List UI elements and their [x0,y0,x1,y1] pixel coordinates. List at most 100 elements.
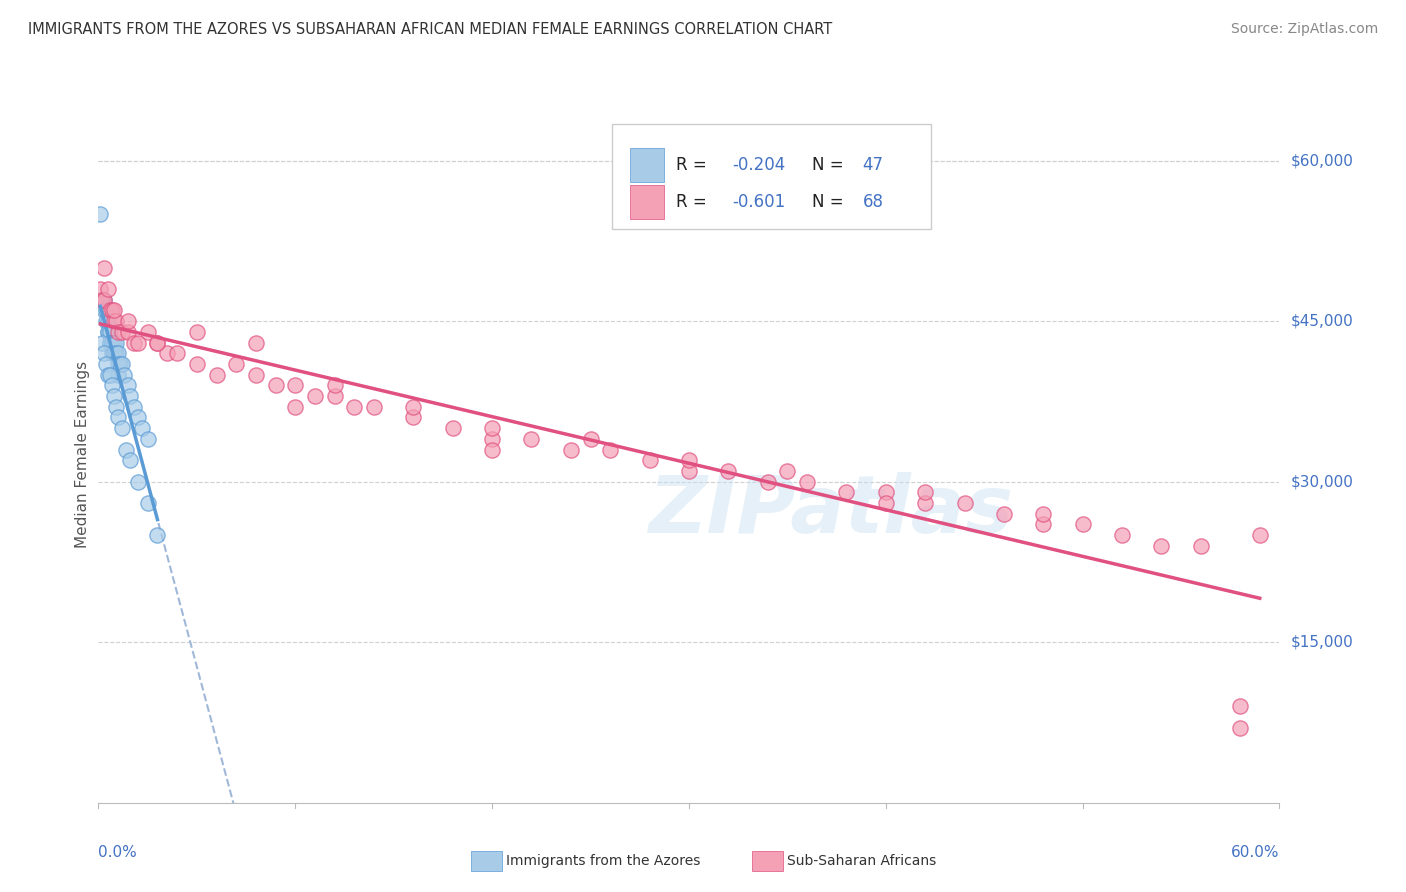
Point [101,335,124,350]
Point [304,389,326,403]
Point [107,410,129,425]
Point [284,400,307,414]
Point [98,325,121,339]
Point [112,368,135,382]
Point [107,346,129,360]
Point [323,378,346,392]
Point [166,346,188,360]
Point [101,303,124,318]
Point [103,346,125,360]
Point [560,442,582,457]
Text: -0.204: -0.204 [733,156,786,174]
Point [122,335,145,350]
Point [118,389,141,403]
Y-axis label: Median Female Earnings: Median Female Earnings [75,361,90,549]
Text: 47: 47 [862,156,883,174]
Point [1229,721,1251,735]
Text: 0.0%: 0.0% [98,845,138,860]
Point [98,335,121,350]
Point [96,314,118,328]
Point [156,346,179,360]
Point [579,432,602,446]
Point [107,325,129,339]
Point [1189,539,1212,553]
Point [97,325,120,339]
Text: R =: R = [676,156,711,174]
Point [93,303,115,318]
Point [520,432,543,446]
Point [91,293,114,307]
Point [115,442,138,457]
Point [91,335,114,350]
Point [98,335,121,350]
Point [93,346,115,360]
Point [105,400,128,414]
Text: R =: R = [676,193,711,211]
Text: Source: ZipAtlas.com: Source: ZipAtlas.com [1230,22,1378,37]
Point [875,485,897,500]
Point [835,485,858,500]
Point [127,475,149,489]
Point [111,325,134,339]
Point [186,357,208,371]
Point [122,400,145,414]
FancyBboxPatch shape [612,124,931,229]
Point [914,485,936,500]
Point [97,368,120,382]
Point [89,282,111,296]
Point [402,410,425,425]
Point [323,389,346,403]
Point [93,260,115,275]
Point [146,528,169,542]
Text: $15,000: $15,000 [1291,635,1354,649]
Text: $60,000: $60,000 [1291,153,1354,168]
Point [98,303,121,318]
Point [1150,539,1173,553]
Point [89,207,111,221]
Text: 68: 68 [862,193,883,211]
Point [98,368,121,382]
Point [117,325,139,339]
Point [111,421,134,435]
Text: N =: N = [811,156,849,174]
Point [796,475,818,489]
Point [756,475,779,489]
Point [107,368,129,382]
Point [245,335,267,350]
Point [599,442,621,457]
Text: 60.0%: 60.0% [1232,845,1279,860]
Point [146,335,169,350]
Point [441,421,464,435]
Point [914,496,936,510]
Text: $45,000: $45,000 [1291,314,1354,328]
FancyBboxPatch shape [630,148,664,182]
Point [103,389,125,403]
Point [117,378,139,392]
Point [131,421,153,435]
Text: Immigrants from the Azores: Immigrants from the Azores [506,854,700,868]
Point [717,464,740,478]
Point [117,314,139,328]
Point [91,293,114,307]
Point [481,432,503,446]
Point [481,421,503,435]
Point [127,335,149,350]
Point [96,357,118,371]
Point [343,400,366,414]
Point [136,325,159,339]
Point [205,368,228,382]
Point [1071,517,1094,532]
Point [105,346,128,360]
Point [93,293,115,307]
Point [638,453,661,467]
Point [103,335,125,350]
Text: ZIPatlas: ZIPatlas [648,472,1014,549]
Point [402,400,425,414]
Point [103,303,125,318]
Text: Sub-Saharan Africans: Sub-Saharan Africans [787,854,936,868]
Point [264,378,287,392]
Point [118,453,141,467]
Point [103,314,125,328]
Point [101,346,124,360]
Point [101,378,124,392]
